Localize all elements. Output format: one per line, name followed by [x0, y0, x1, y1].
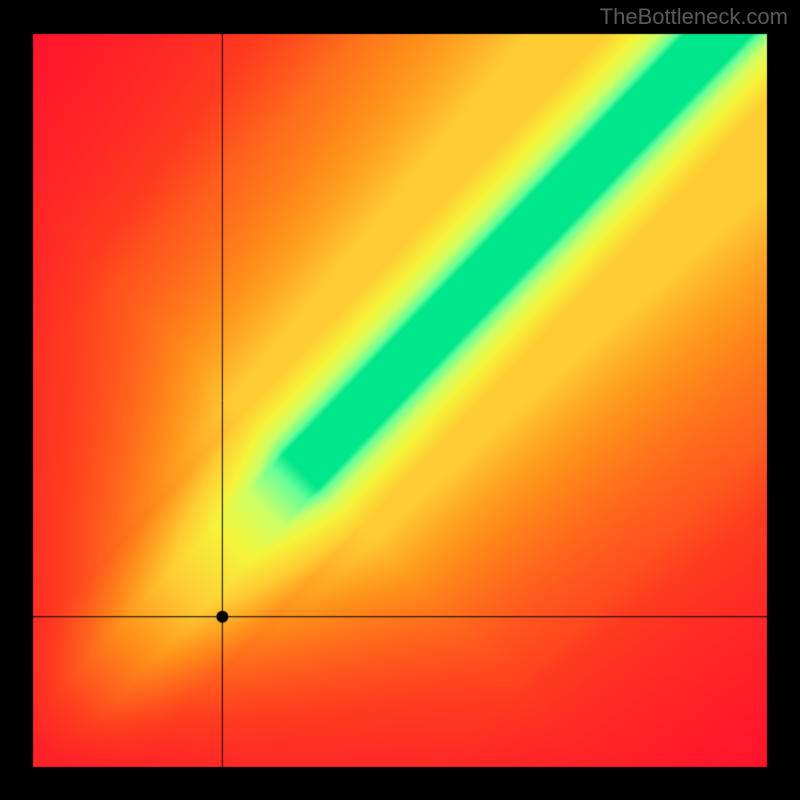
bottleneck-heatmap	[0, 0, 800, 800]
attribution-label: TheBottleneck.com	[600, 4, 788, 30]
chart-container: TheBottleneck.com	[0, 0, 800, 800]
